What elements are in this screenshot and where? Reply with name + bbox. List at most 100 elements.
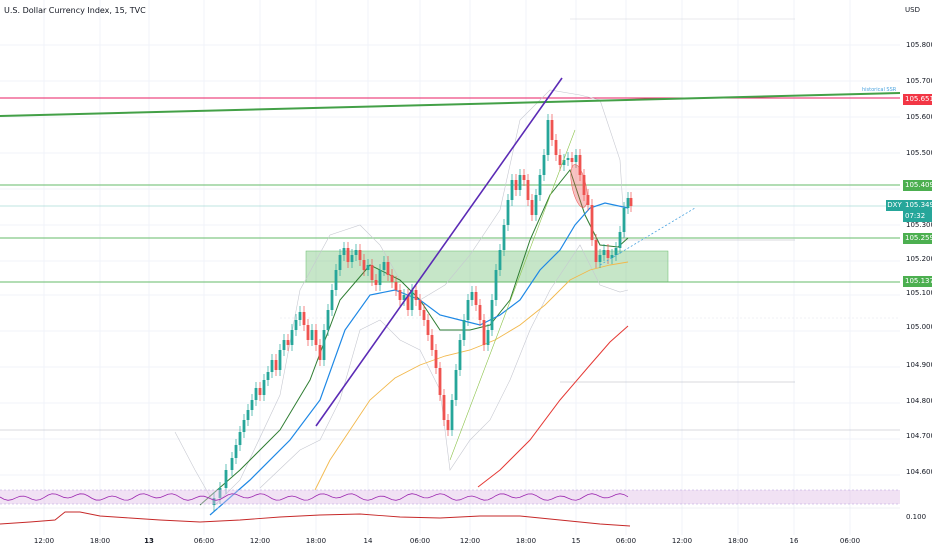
candle-body <box>398 290 402 300</box>
trendline-green <box>0 92 901 117</box>
time-tick: 06:00 <box>615 537 637 545</box>
candle-body <box>506 200 510 225</box>
price-tick: 105.000 <box>906 323 932 331</box>
channel-line <box>449 129 576 461</box>
candle-body <box>366 265 370 270</box>
candle-body <box>224 470 228 488</box>
candle-body <box>290 330 294 345</box>
candle-body <box>442 395 446 420</box>
candle-body <box>418 300 422 310</box>
price-tick: 105.300 <box>906 221 932 229</box>
candle-body <box>406 295 410 310</box>
candle-body <box>270 360 274 372</box>
rsi-line <box>0 493 629 501</box>
rsi-background <box>0 490 900 504</box>
candle-body <box>330 290 334 310</box>
candle-body <box>542 155 546 175</box>
candle-body <box>358 250 362 260</box>
candle-body <box>470 292 474 300</box>
candle-body <box>454 370 458 400</box>
candle-body <box>618 232 622 248</box>
badge-last-price: 105.349 <box>903 200 932 211</box>
candle-body <box>318 345 322 360</box>
lower-indicator-pane <box>0 507 900 527</box>
candle-body <box>212 498 216 505</box>
candle-body <box>438 368 442 395</box>
price-tick: 104.600 <box>906 468 932 476</box>
candle-body <box>462 320 466 340</box>
candle-body <box>410 290 414 310</box>
candle-body <box>622 208 626 232</box>
ma-blue <box>209 202 629 516</box>
time-tick: 12:00 <box>671 537 693 545</box>
moving-averages <box>199 168 629 516</box>
candle-body <box>414 290 418 300</box>
candle-body <box>514 180 518 190</box>
candle-body <box>234 445 238 458</box>
time-tick: 18:00 <box>305 537 327 545</box>
horizontal-levels <box>0 18 900 431</box>
candle-body <box>294 320 298 330</box>
ma-red <box>477 325 629 488</box>
candle-body <box>370 265 374 280</box>
time-tick: 06:00 <box>409 537 431 545</box>
candle-body <box>382 262 386 270</box>
ma-orange <box>314 261 629 491</box>
candle-body <box>430 335 434 350</box>
time-tick: 18:00 <box>89 537 111 545</box>
candle-body <box>474 292 478 305</box>
price-tick: 105.800 <box>906 41 932 49</box>
symbol-tag: DXY <box>886 200 903 211</box>
time-tick: 16 <box>789 537 799 545</box>
candle-body <box>578 155 582 175</box>
candle-body <box>446 420 450 430</box>
candle-body <box>602 250 606 255</box>
candle-body <box>478 305 482 320</box>
time-tick: 12:00 <box>249 537 271 545</box>
candle-body <box>518 175 522 190</box>
candle-body <box>334 270 338 290</box>
rsi-pane <box>0 489 900 505</box>
candle-body <box>354 250 358 255</box>
candle-body <box>530 200 534 215</box>
candle-body <box>394 282 398 290</box>
time-tick: 15 <box>571 537 581 545</box>
level-label: historical SSR <box>862 87 897 93</box>
candle-body <box>230 458 234 470</box>
candle-body <box>326 310 330 330</box>
candle-body <box>498 250 502 270</box>
candle-body <box>258 388 262 395</box>
candle-body <box>266 372 270 380</box>
price-tick: 105.500 <box>906 149 932 157</box>
drawing-tools[interactable] <box>0 77 901 461</box>
ma-green <box>199 168 629 506</box>
candle-body <box>350 255 354 262</box>
badge-low-level: 105.137 <box>903 276 932 287</box>
time-tick: 06:00 <box>839 537 861 545</box>
candle-body <box>590 205 594 240</box>
candle-body <box>466 300 470 320</box>
candle-body <box>218 488 222 498</box>
candle-body <box>534 195 538 215</box>
chart-title: U.S. Dollar Currency Index, 15, TVC <box>4 6 146 15</box>
candle-body <box>582 175 586 195</box>
candle-body <box>458 340 462 370</box>
price-tick: 104.700 <box>906 432 932 440</box>
candle-body <box>278 350 282 370</box>
price-tick: 105.200 <box>906 255 932 263</box>
badge-countdown: 07:32 <box>903 211 932 222</box>
candle-body <box>298 312 302 320</box>
time-tick: 12:00 <box>459 537 481 545</box>
candle-body <box>562 160 566 165</box>
candle-body <box>558 155 562 165</box>
candle-body <box>550 120 554 140</box>
candle-body <box>626 198 630 208</box>
candle-body <box>546 120 550 155</box>
candle-body <box>554 140 558 155</box>
lower-pane-value: 0.100 <box>906 513 927 521</box>
time-tick: 18:00 <box>727 537 749 545</box>
candle-body <box>282 340 286 350</box>
candle-body <box>490 300 494 330</box>
candle-body <box>574 155 578 162</box>
